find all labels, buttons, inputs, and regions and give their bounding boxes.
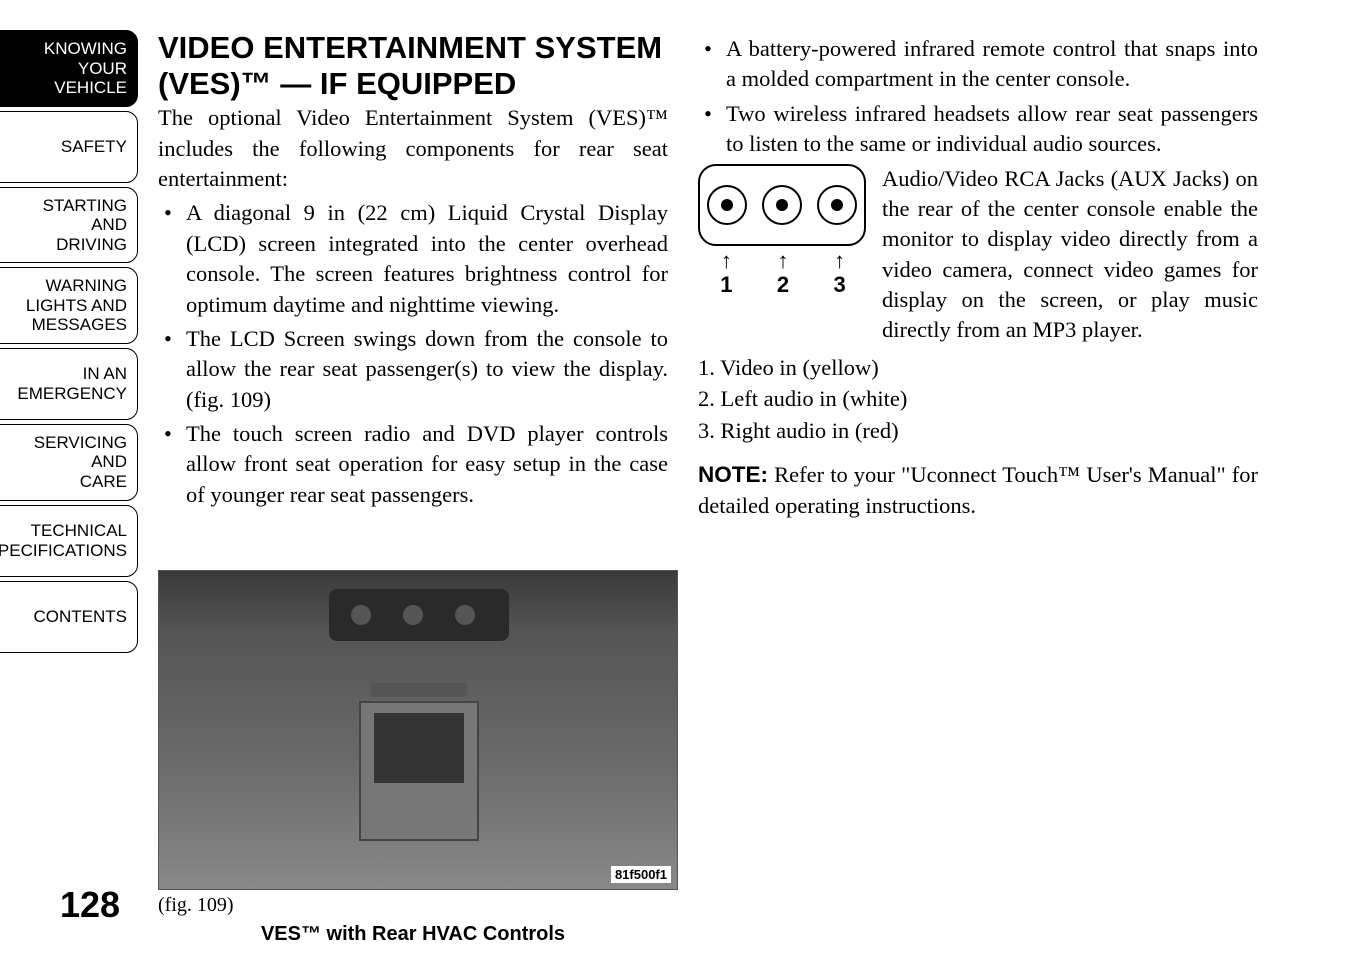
arrow-up-icon: ↑: [777, 250, 788, 272]
sidebar-label: AND: [91, 215, 127, 235]
bullet-item: A battery-powered infrared remote contro…: [698, 34, 1258, 95]
aux-jack-diagram: ↑1 ↑2 ↑3: [698, 164, 868, 298]
jack-legend-item: 1. Video in (yellow): [698, 352, 1258, 384]
jack-icon: [762, 185, 802, 225]
sidebar-tab-emergency[interactable]: IN AN EMERGENCY: [0, 348, 138, 420]
figure-caption: VES™ with Rear HVAC Controls: [158, 923, 668, 946]
page-number: 128: [60, 884, 120, 926]
arrow-up-icon: ↑: [721, 250, 732, 272]
sidebar-label: CARE: [80, 472, 127, 492]
right-column: A battery-powered infrared remote contro…: [698, 30, 1288, 946]
sidebar-label: YOUR: [78, 59, 127, 79]
page-content: VIDEO ENTERTAINMENT SYSTEM (VES)™ — IF E…: [158, 30, 1328, 946]
overhead-console-graphic: [329, 589, 509, 641]
figure-number: (fig. 109): [158, 894, 668, 917]
sidebar-label: KNOWING: [44, 39, 127, 59]
screen-graphic: [359, 701, 479, 841]
bullet-item: The LCD Screen swings down from the cons…: [158, 324, 668, 415]
aux-jack-block: ↑1 ↑2 ↑3 Audio/Video RCA Jacks (AUX Jack…: [698, 164, 1258, 346]
figure-image: 81f500f1: [158, 570, 678, 890]
jack-number: 3: [834, 272, 846, 298]
jack-legend-item: 3. Right audio in (red): [698, 415, 1258, 447]
sidebar-label: TECHNICAL: [31, 521, 127, 541]
aux-description: Audio/Video RCA Jacks (AUX Jacks) on the…: [882, 164, 1258, 346]
sidebar-label: IN AN: [83, 364, 127, 384]
jack-number: 1: [720, 272, 732, 298]
sidebar-tab-starting[interactable]: STARTING AND DRIVING: [0, 187, 138, 264]
jack-icon: [817, 185, 857, 225]
arrow-up-icon: ↑: [834, 250, 845, 272]
bullet-list-right: A battery-powered infrared remote contro…: [698, 34, 1258, 160]
sidebar-label: WARNING: [45, 276, 127, 296]
section-heading: VIDEO ENTERTAINMENT SYSTEM (VES)™ — IF E…: [158, 30, 668, 101]
sidebar-label: SAFETY: [61, 137, 127, 157]
bullet-list-left: A diagonal 9 in (22 cm) Liquid Crystal D…: [158, 198, 668, 510]
jack-number: 2: [777, 272, 789, 298]
sidebar-label: CONTENTS: [34, 607, 128, 627]
sidebar-tab-safety[interactable]: SAFETY: [0, 111, 138, 183]
bullet-item: A diagonal 9 in (22 cm) Liquid Crystal D…: [158, 198, 668, 320]
sidebar-tab-servicing[interactable]: SERVICING AND CARE: [0, 424, 138, 501]
sidebar-label: MESSAGES: [32, 315, 127, 335]
sidebar-label: VEHICLE: [54, 78, 127, 98]
sidebar-label: SERVICING: [34, 433, 127, 453]
sidebar-label: STARTING: [43, 196, 127, 216]
sidebar-tab-technical[interactable]: TECHNICAL SPECIFICATIONS: [0, 505, 138, 577]
sidebar-label: SPECIFICATIONS: [0, 541, 127, 561]
sidebar-label: EMERGENCY: [17, 384, 127, 404]
jack-icon: [707, 185, 747, 225]
sidebar-nav: KNOWING YOUR VEHICLE SAFETY STARTING AND…: [0, 30, 138, 657]
jack-legend-item: 2. Left audio in (white): [698, 383, 1258, 415]
sidebar-tab-warning[interactable]: WARNING LIGHTS AND MESSAGES: [0, 267, 138, 344]
note-text: Refer to your "Uconnect Touch™ User's Ma…: [698, 462, 1258, 517]
bullet-item: Two wireless infrared headsets allow rea…: [698, 99, 1258, 160]
bullet-item: The touch screen radio and DVD player co…: [158, 419, 668, 510]
intro-text: The optional Video Entertainment System …: [158, 103, 668, 194]
note-block: NOTE: Refer to your "Uconnect Touch™ Use…: [698, 460, 1258, 521]
note-label: NOTE:: [698, 462, 768, 487]
sidebar-label: AND: [91, 452, 127, 472]
sidebar-label: LIGHTS AND: [26, 296, 127, 316]
sidebar-tab-knowing[interactable]: KNOWING YOUR VEHICLE: [0, 30, 138, 107]
sidebar-label: DRIVING: [56, 235, 127, 255]
sidebar-tab-contents[interactable]: CONTENTS: [0, 581, 138, 653]
figure-image-id: 81f500f1: [611, 866, 671, 883]
left-column: VIDEO ENTERTAINMENT SYSTEM (VES)™ — IF E…: [158, 30, 698, 946]
